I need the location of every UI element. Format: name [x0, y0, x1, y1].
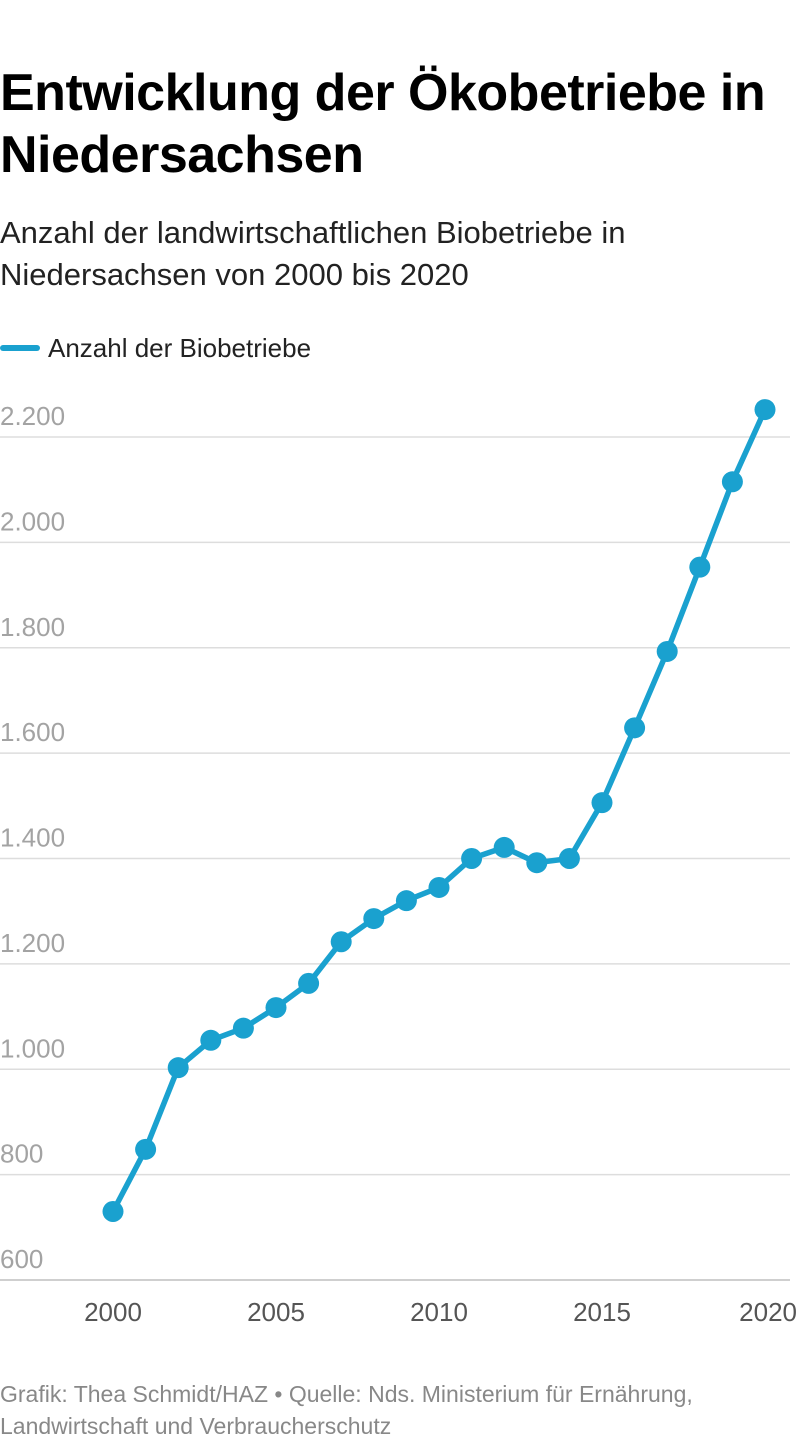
x-tick-label-2020: 2020: [739, 1297, 797, 1327]
data-point-2004: [232, 1017, 254, 1039]
x-tick-label-2010: 2010: [410, 1297, 468, 1327]
source-credit: Grafik: Thea Schmidt/HAZ • Quelle: Nds. …: [0, 1381, 693, 1439]
data-point-2002: [167, 1057, 189, 1079]
series-line: [110, 406, 768, 1215]
x-tick-label-2005: 2005: [247, 1297, 305, 1327]
legend-label: Anzahl der Biobetriebe: [48, 332, 312, 363]
y-tick-label-1400: 1.400: [0, 823, 65, 853]
y-tick-label-600: 600: [0, 1244, 43, 1274]
data-point-2003: [200, 1029, 222, 1051]
data-point-2007: [330, 931, 352, 953]
legend-swatch: [0, 345, 40, 351]
y-tick-label-1200: 1.200: [0, 928, 65, 958]
y-tick-label-2000: 2.000: [0, 506, 65, 536]
y-tick-label-800: 800: [0, 1139, 43, 1169]
data-point-2020: [754, 399, 776, 421]
chart-title: Entwicklung der Ökobetriebe in Niedersac…: [0, 64, 766, 184]
x-tick-label-2015: 2015: [573, 1297, 631, 1327]
data-point-2005: [265, 997, 287, 1019]
series-layer: [102, 399, 776, 1223]
y-tick-label-1600: 1.600: [0, 717, 65, 747]
y-tick-label-1800: 1.800: [0, 612, 65, 642]
data-point-2011: [461, 848, 483, 869]
data-point-2016: [624, 717, 646, 739]
data-point-2009: [395, 890, 417, 912]
data-point-2013: [526, 852, 548, 874]
data-point-2014: [558, 848, 580, 869]
data-point-2008: [363, 908, 385, 930]
data-point-2006: [298, 972, 320, 994]
data-point-2018: [689, 556, 711, 578]
chart-subtitle: Anzahl der landwirtschaftlichen Biobetri…: [0, 215, 626, 292]
x-tick-label-2000: 2000: [84, 1297, 142, 1327]
data-point-2017: [656, 640, 678, 662]
legend: Anzahl der Biobetriebe: [0, 330, 311, 366]
data-point-2019: [721, 471, 743, 493]
data-point-2001: [135, 1138, 157, 1160]
data-point-2010: [428, 876, 450, 898]
data-point-2015: [591, 792, 613, 814]
y-tick-label-1000: 1.000: [0, 1033, 65, 1063]
data-point-2000: [102, 1201, 124, 1223]
y-axis-ticks: 600 800 1.000 1.200 1.400 1.600 1.800 2.000 2.20…: [0, 401, 65, 1274]
gridlines: [0, 436, 790, 1281]
y-tick-label-2200: 2.200: [0, 401, 65, 431]
data-point-2012: [493, 836, 515, 858]
x-axis-ticks: 2000 2005 2010 2015 2020: [84, 1297, 797, 1327]
